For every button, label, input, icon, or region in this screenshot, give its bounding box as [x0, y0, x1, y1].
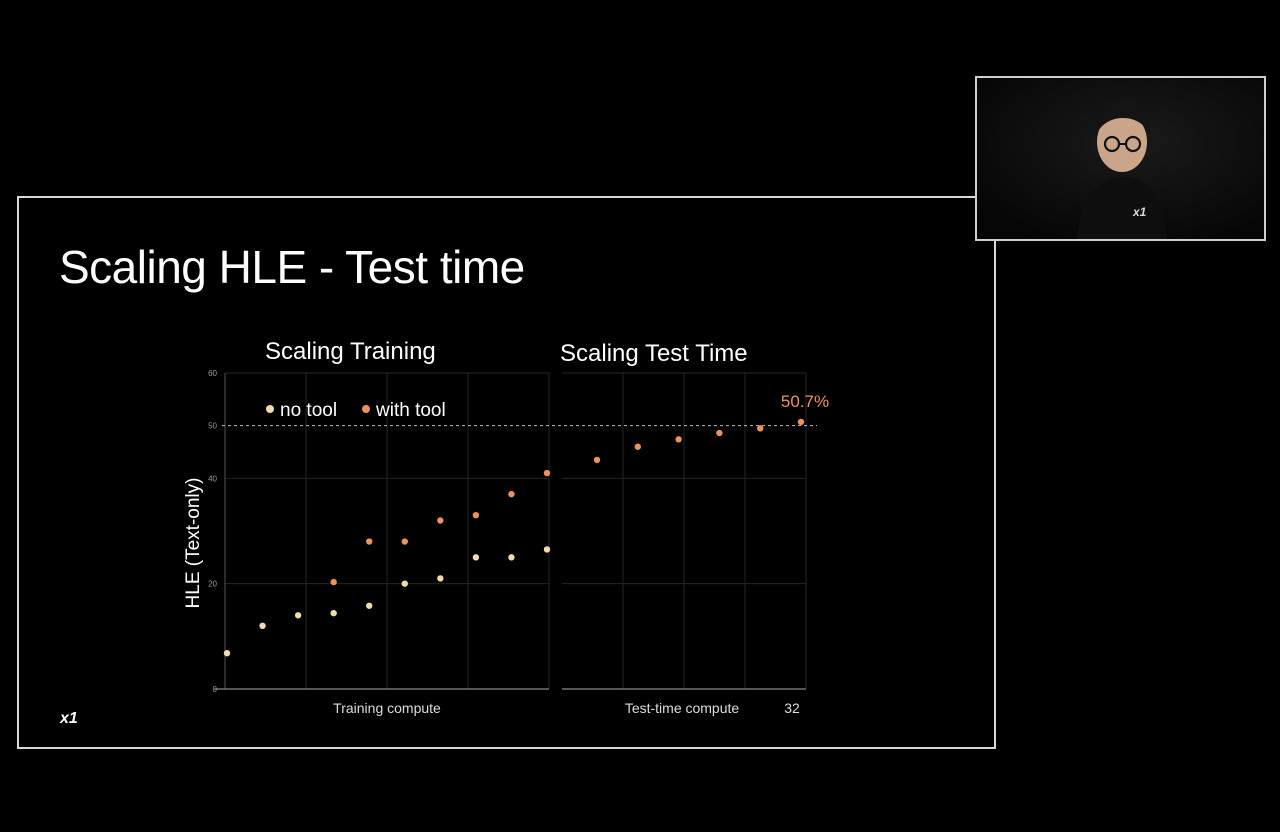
- y-tick-label: 20: [208, 580, 217, 589]
- point-no-tool-3: [294, 612, 302, 619]
- point-no-tool-2: [259, 622, 266, 629]
- presentation-slide: Scaling HLE - Test time 0 20 40 50 60 Scaling…: [17, 196, 996, 749]
- point-no-tool-9: [508, 554, 515, 561]
- x-axis-end-label: 32: [784, 700, 800, 716]
- panel-title-left: Scaling Training: [265, 338, 436, 365]
- point-test-time-1: [593, 456, 601, 464]
- text-layer: 0 20 40 50 60 Scaling Training Scaling Test Ti…: [183, 338, 829, 716]
- slide-title: Scaling HLE - Test time: [59, 241, 525, 293]
- point-with-tool-6: [401, 538, 408, 545]
- annotation-50-7: 50.7%: [781, 392, 829, 411]
- shirt-logo: x1: [1132, 205, 1147, 219]
- legend-marker-1: [362, 405, 370, 413]
- point-test-time-3: [675, 436, 682, 443]
- point-with-tool-9: [508, 490, 515, 498]
- point-no-tool-5: [366, 602, 373, 609]
- legend-label-1: with tool: [375, 400, 446, 421]
- point-test-time-2: [634, 443, 641, 450]
- point-no-tool-7: [437, 575, 444, 582]
- legend-label-0: no tool: [280, 400, 337, 421]
- y-tick-label: 40: [208, 474, 217, 483]
- y-axis-label: HLE (Text-only): [183, 478, 204, 609]
- speaker-silhouette: x1: [977, 78, 1264, 239]
- panel-title-right: Scaling Test Time: [560, 340, 748, 367]
- x-axis-label-left: Training compute: [333, 700, 441, 716]
- points-layer: [223, 418, 805, 657]
- legend-marker-0: [266, 405, 274, 413]
- point-test-time-4: [716, 429, 723, 437]
- hle-scaling-chart: 0 20 40 50 60 Scaling Training Scaling Test Ti…: [183, 338, 829, 716]
- point-no-tool-8: [472, 554, 480, 561]
- point-no-tool-1: [223, 649, 231, 657]
- point-with-tool-5: [366, 538, 373, 545]
- point-with-tool-4: [330, 578, 337, 586]
- point-no-tool-4: [330, 609, 337, 617]
- y-tick-label: 0: [213, 685, 218, 694]
- point-with-tool-8: [472, 512, 480, 519]
- point-test-time-6: [797, 418, 805, 426]
- slide-logo: x1: [60, 710, 78, 727]
- point-test-time-5: [757, 425, 764, 432]
- point-no-tool-6: [401, 580, 408, 587]
- speaker-video-inset: x1: [975, 76, 1266, 241]
- y-tick-label: 60: [208, 369, 217, 378]
- point-with-tool-10: [543, 469, 551, 477]
- point-with-tool-7: [437, 517, 444, 524]
- y-tick-label: 50: [208, 422, 217, 431]
- x-axis-label-right: Test-time compute: [625, 700, 740, 716]
- point-no-tool-10: [543, 546, 551, 553]
